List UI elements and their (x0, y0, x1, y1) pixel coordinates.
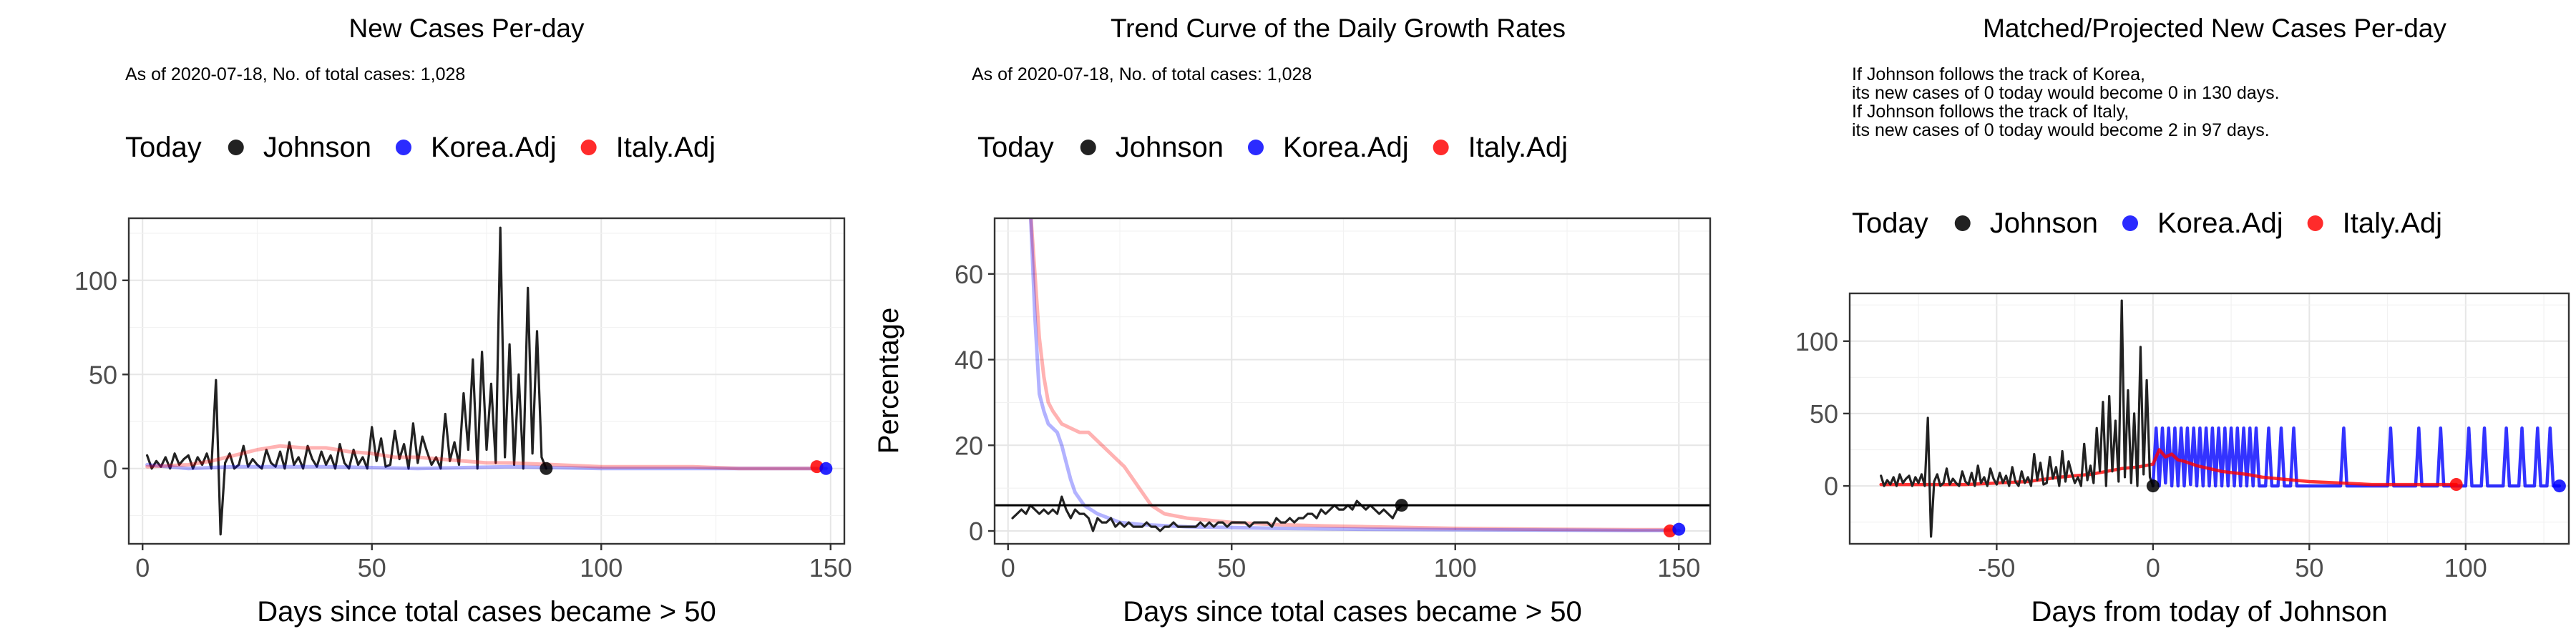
legend-key-italy-adj (580, 140, 597, 155)
legend-key-italy-adj (1433, 140, 1449, 155)
legend-label: Italy.Adj (1468, 132, 1568, 163)
y-tick-label: 20 (955, 431, 983, 460)
legend-label: Korea.Adj (2157, 208, 2283, 239)
today-marker-korea-adj (819, 462, 833, 475)
panel-border (1848, 292, 2570, 545)
y-tick-label: 0 (103, 454, 117, 484)
y-tick-label: 100 (74, 266, 117, 296)
x-axis-label: Days from today of Johnson (2031, 596, 2387, 628)
series-line-korea-adj (1029, 218, 1681, 532)
legend-label: Johnson (1990, 208, 2098, 239)
x-tick-label: 50 (1217, 553, 1246, 582)
series-line-korea-adj (145, 463, 828, 471)
legend-label: Italy.Adj (616, 132, 716, 163)
y-tick-label: 50 (1810, 399, 1838, 429)
legend-title: Today (977, 132, 1054, 163)
series-line-johnson (1880, 299, 2155, 538)
legend: Today Johnson Korea.Adj Italy.Adj (125, 132, 716, 163)
panel-2: Trend Curve of the Daily Growth Rates As … (873, 14, 1712, 628)
legend-title: Today (1852, 208, 1928, 239)
legend-key-johnson (1954, 215, 1971, 231)
series-line-johnson (146, 226, 547, 536)
x-tick-label: 100 (580, 553, 623, 582)
panel-1: New Cases Per-day As of 2020-07-18, No. o… (74, 14, 852, 628)
series-line-korea-adj (2151, 426, 2562, 488)
today-marker-johnson (540, 462, 553, 475)
legend: Today Johnson Korea.Adj Italy.Adj (977, 132, 1568, 163)
today-marker-johnson (2146, 479, 2160, 493)
x-tick-label: 100 (1434, 553, 1477, 582)
y-tick-label: 100 (1795, 327, 1838, 356)
chart-subtitle: As of 2020-07-18, No. of total cases: 1,… (972, 64, 1312, 84)
y-tick-label: 0 (1824, 472, 1838, 501)
plot-area (995, 218, 1710, 544)
y-tick-label: 40 (955, 346, 983, 375)
x-tick-label: 150 (809, 553, 852, 582)
legend-title: Today (125, 132, 202, 163)
today-marker-korea-adj (2552, 479, 2566, 493)
grid (995, 218, 1710, 544)
x-tick-label: 50 (2295, 553, 2323, 582)
chart-title: Trend Curve of the Daily Growth Rates (1111, 14, 1566, 43)
legend-key-johnson (1080, 140, 1096, 155)
today-marker-italy-adj (2449, 478, 2463, 492)
legend-label: Johnson (263, 132, 371, 163)
legend-label: Korea.Adj (431, 132, 557, 163)
panel-border (127, 217, 846, 545)
series-line-italy-adj (1879, 448, 2458, 487)
x-tick-label: 0 (135, 553, 150, 582)
legend-label: Korea.Adj (1283, 132, 1409, 163)
legend-key-johnson (228, 140, 244, 155)
chart-title: New Cases Per-day (348, 14, 585, 43)
legend-label: Italy.Adj (2343, 208, 2442, 239)
x-tick-label: 100 (2444, 553, 2487, 582)
x-axis-label: Days since total cases became > 50 (1123, 596, 1581, 628)
today-marker-johnson (1395, 499, 1408, 512)
legend: Today Johnson Korea.Adj Italy.Adj (1852, 208, 2442, 239)
x-tick-label: 0 (2146, 553, 2160, 582)
chart-subtitle: As of 2020-07-18, No. of total cases: 1,… (125, 64, 465, 84)
y-tick-label: 0 (969, 517, 983, 546)
x-tick-label: 50 (358, 553, 386, 582)
today-marker-korea-adj (1672, 522, 1686, 536)
x-tick-label: 0 (1001, 553, 1015, 582)
series-line-johnson (1011, 495, 1403, 532)
grid (129, 218, 844, 544)
chart-subtitle: If Johnson follows the track of Italy, (1852, 102, 2129, 122)
y-tick-label: 60 (955, 260, 983, 289)
plot-area (1850, 293, 2569, 544)
series-line-italy-adj (1029, 218, 1672, 532)
chart-subtitle: its new cases of 0 today would become 0 … (1852, 83, 2280, 103)
series-line-italy-adj (145, 444, 819, 471)
x-tick-label: 150 (1657, 553, 1700, 582)
y-axis-label: Percentage (873, 308, 904, 454)
legend-key-korea-adj (2122, 215, 2138, 231)
panel-3: Matched/Projected New Cases Per-day If Jo… (1795, 14, 2570, 628)
y-tick-label: 50 (89, 360, 117, 389)
chart-subtitle: If Johnson follows the track of Korea, (1852, 64, 2145, 84)
legend-key-italy-adj (2307, 215, 2323, 231)
chart-title: Matched/Projected New Cases Per-day (1983, 14, 2446, 43)
panel-border (993, 217, 1712, 545)
legend-key-korea-adj (395, 140, 411, 155)
legend-key-korea-adj (1247, 140, 1264, 155)
chart-subtitle: its new cases of 0 today would become 2 … (1852, 120, 2270, 140)
x-tick-label: -50 (1978, 553, 2015, 582)
x-axis-label: Days since total cases became > 50 (257, 596, 716, 628)
legend-label: Johnson (1116, 132, 1224, 163)
